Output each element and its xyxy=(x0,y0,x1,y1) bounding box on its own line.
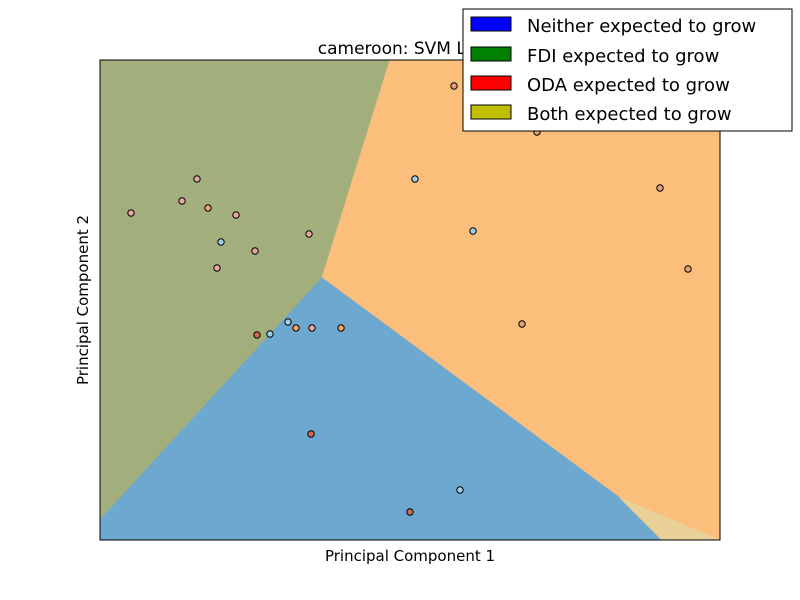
chart-title: cameroon: SVM Linea xyxy=(318,39,502,59)
data-point xyxy=(266,330,274,338)
legend-label-neither: Neither expected to grow xyxy=(527,16,756,37)
data-point xyxy=(127,209,135,217)
data-point xyxy=(450,82,458,90)
data-point xyxy=(684,265,692,273)
data-point xyxy=(178,197,186,205)
plot-frame xyxy=(99,59,721,541)
legend-label-fdi: FDI expected to grow xyxy=(527,46,719,67)
data-point xyxy=(292,324,300,332)
data-point xyxy=(232,211,240,219)
legend-label-oda: ODA expected to grow xyxy=(527,75,730,96)
data-point xyxy=(253,331,261,339)
legend-swatch-both xyxy=(470,104,512,120)
data-point xyxy=(217,238,225,246)
data-point xyxy=(204,204,212,212)
data-point xyxy=(456,486,464,494)
legend-swatch-oda xyxy=(470,75,512,91)
data-point xyxy=(308,324,316,332)
decision-regions xyxy=(100,60,720,540)
data-point xyxy=(305,230,313,238)
legend-swatch-fdi xyxy=(470,46,512,62)
region-both-expected-to-grow xyxy=(619,497,720,540)
data-point xyxy=(307,430,315,438)
data-point xyxy=(284,318,292,326)
data-point xyxy=(193,175,201,183)
legend-swatch-neither xyxy=(470,16,512,32)
data-point xyxy=(406,508,414,516)
data-point xyxy=(213,264,221,272)
legend: Neither expected to grow FDI expected to… xyxy=(462,8,793,132)
x-axis-label: Principal Component 1 xyxy=(325,547,495,565)
y-axis-label: Principal Component 2 xyxy=(74,215,92,385)
legend-box xyxy=(462,8,793,132)
data-point xyxy=(656,184,664,192)
data-point xyxy=(337,324,345,332)
data-point xyxy=(518,320,526,328)
data-point xyxy=(469,227,477,235)
data-point xyxy=(411,175,419,183)
legend-label-both: Both expected to grow xyxy=(527,104,732,125)
data-point xyxy=(251,247,259,255)
